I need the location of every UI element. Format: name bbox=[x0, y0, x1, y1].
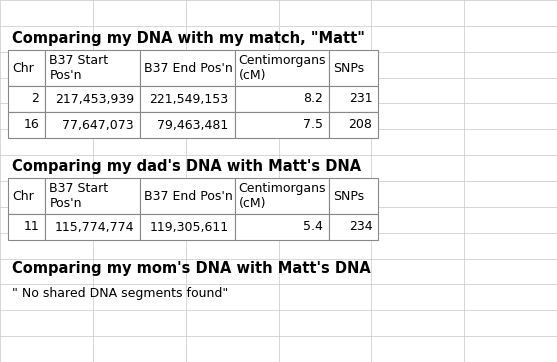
Bar bbox=[140, 178, 234, 214]
Bar bbox=[45, 112, 140, 138]
Bar bbox=[140, 214, 234, 240]
Text: Comparing my mom's DNA with Matt's DNA: Comparing my mom's DNA with Matt's DNA bbox=[12, 261, 371, 277]
Bar bbox=[45, 86, 140, 112]
Bar bbox=[329, 214, 378, 240]
Bar bbox=[45, 178, 140, 214]
Text: 221,549,153: 221,549,153 bbox=[149, 93, 228, 105]
Bar bbox=[234, 178, 329, 214]
Text: Chr: Chr bbox=[12, 189, 34, 202]
Text: 7.5: 7.5 bbox=[303, 118, 323, 131]
Bar bbox=[8, 178, 45, 214]
Text: 5.4: 5.4 bbox=[304, 220, 323, 233]
Text: B37 Start
Pos'n: B37 Start Pos'n bbox=[50, 182, 109, 210]
Text: 8.2: 8.2 bbox=[304, 93, 323, 105]
Text: B37 Start
Pos'n: B37 Start Pos'n bbox=[50, 54, 109, 82]
Text: SNPs: SNPs bbox=[333, 189, 364, 202]
Bar bbox=[234, 112, 329, 138]
Bar bbox=[140, 86, 234, 112]
Text: 77,647,073: 77,647,073 bbox=[62, 118, 134, 131]
Bar bbox=[8, 86, 45, 112]
Text: 234: 234 bbox=[349, 220, 373, 233]
Text: Centimorgans
(cM): Centimorgans (cM) bbox=[238, 54, 326, 82]
Bar bbox=[234, 50, 329, 86]
Text: SNPs: SNPs bbox=[333, 62, 364, 75]
Text: " No shared DNA segments found": " No shared DNA segments found" bbox=[12, 286, 228, 299]
Bar bbox=[234, 214, 329, 240]
Bar bbox=[45, 214, 140, 240]
Bar bbox=[45, 50, 140, 86]
Bar bbox=[329, 86, 378, 112]
Text: B37 End Pos'n: B37 End Pos'n bbox=[144, 189, 233, 202]
Bar bbox=[8, 214, 45, 240]
Bar bbox=[234, 86, 329, 112]
Text: Centimorgans
(cM): Centimorgans (cM) bbox=[238, 182, 326, 210]
Bar bbox=[329, 178, 378, 214]
Text: 79,463,481: 79,463,481 bbox=[157, 118, 228, 131]
Bar bbox=[8, 112, 45, 138]
Bar bbox=[329, 50, 378, 86]
Bar bbox=[140, 112, 234, 138]
Text: Chr: Chr bbox=[12, 62, 34, 75]
Text: Comparing my dad's DNA with Matt's DNA: Comparing my dad's DNA with Matt's DNA bbox=[12, 160, 361, 174]
Text: 231: 231 bbox=[349, 93, 373, 105]
Text: 208: 208 bbox=[349, 118, 373, 131]
Text: 11: 11 bbox=[23, 220, 40, 233]
Text: B37 End Pos'n: B37 End Pos'n bbox=[144, 62, 233, 75]
Text: 119,305,611: 119,305,611 bbox=[149, 220, 228, 233]
Text: 217,453,939: 217,453,939 bbox=[55, 93, 134, 105]
Text: 16: 16 bbox=[23, 118, 40, 131]
Text: Comparing my DNA with my match, "Matt": Comparing my DNA with my match, "Matt" bbox=[12, 31, 365, 46]
Bar bbox=[329, 112, 378, 138]
Text: 2: 2 bbox=[31, 93, 40, 105]
Text: 115,774,774: 115,774,774 bbox=[55, 220, 134, 233]
Bar bbox=[8, 50, 45, 86]
Bar bbox=[140, 50, 234, 86]
